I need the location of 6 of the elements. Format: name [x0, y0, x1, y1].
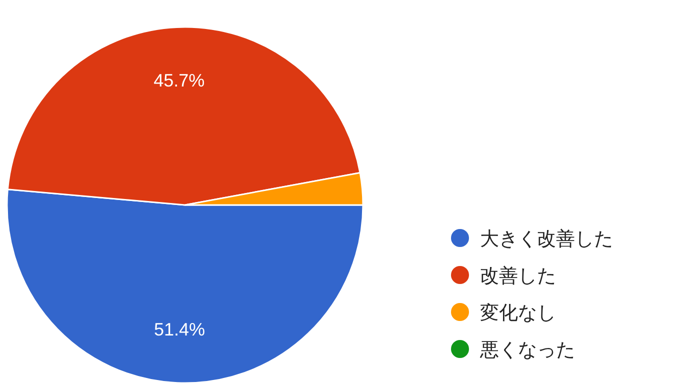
legend-label: 変化なし — [480, 302, 556, 324]
legend-label: 大きく改善した — [480, 228, 613, 250]
legend-label: 改善した — [480, 265, 556, 287]
data-label: 51.4% — [154, 319, 206, 340]
legend-label: 悪くなった — [479, 340, 575, 361]
data-label: 45.7% — [154, 70, 205, 91]
